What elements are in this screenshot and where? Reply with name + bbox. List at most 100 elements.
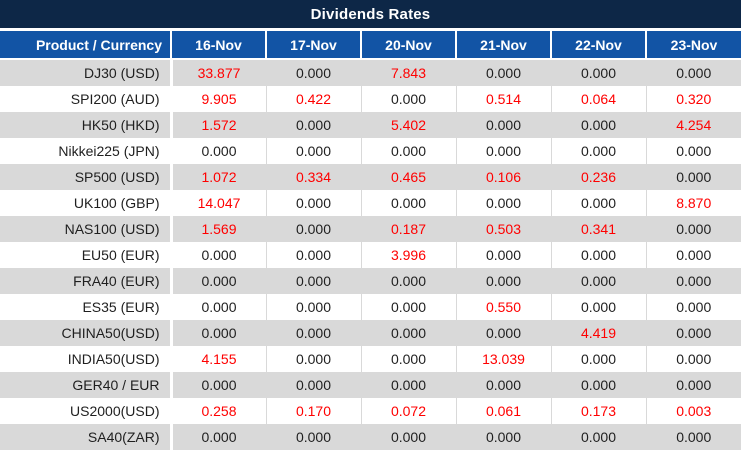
rate-cell: 0.000	[551, 190, 647, 216]
product-label: DJ30 (USD)	[0, 59, 173, 86]
table-row: ES35 (EUR) 0.000 0.000 0.000 0.550 0.000 0.000	[0, 294, 741, 320]
rate-cell: 0.000	[646, 164, 741, 190]
rate-cell: 3.996	[361, 242, 457, 268]
rate-cell: 0.000	[646, 242, 741, 268]
date-column-header: 22-Nov	[551, 31, 647, 60]
rate-cell: 0.187	[361, 216, 457, 242]
rate-cell: 0.000	[266, 138, 362, 164]
rate-cell: 0.000	[171, 372, 267, 398]
rate-cell: 0.000	[456, 138, 552, 164]
rate-cell: 14.047	[171, 190, 267, 216]
rate-cell: 0.000	[456, 320, 552, 346]
product-label: HK50 (HKD)	[0, 112, 173, 138]
rate-cell: 9.905	[171, 86, 267, 112]
product-label: US2000(USD)	[0, 398, 173, 424]
rate-cell: 0.072	[361, 398, 457, 424]
rate-cell: 0.000	[551, 268, 647, 294]
rate-cell: 0.000	[171, 424, 267, 450]
rate-cell: 7.843	[361, 59, 457, 86]
rate-cell: 0.000	[171, 268, 267, 294]
rate-cell: 5.402	[361, 112, 457, 138]
rate-cell: 0.000	[551, 372, 647, 398]
table-row: SA40(ZAR) 0.000 0.000 0.000 0.000 0.000 0.000	[0, 424, 741, 450]
table-row: INDIA50(USD) 4.155 0.000 0.000 13.039 0.000 0.…	[0, 346, 741, 372]
product-label: GER40 / EUR	[0, 372, 173, 398]
date-column-header: 17-Nov	[266, 31, 362, 60]
product-label: SP500 (USD)	[0, 164, 173, 190]
rate-cell: 4.254	[646, 112, 741, 138]
rate-cell: 0.000	[266, 424, 362, 450]
table-row: UK100 (GBP) 14.047 0.000 0.000 0.000 0.000 8.8…	[0, 190, 741, 216]
rate-cell: 0.320	[646, 86, 741, 112]
table-row: NAS100 (USD) 1.569 0.000 0.187 0.503 0.341 0.0…	[0, 216, 741, 242]
rate-cell: 0.000	[266, 190, 362, 216]
product-label: FRA40 (EUR)	[0, 268, 173, 294]
rate-cell: 0.000	[266, 320, 362, 346]
rate-cell: 0.503	[456, 216, 552, 242]
date-column-header: 16-Nov	[171, 31, 267, 60]
table-row: SP500 (USD) 1.072 0.334 0.465 0.106 0.236 0.00…	[0, 164, 741, 190]
rate-cell: 0.000	[646, 59, 741, 86]
rate-cell: 0.000	[551, 294, 647, 320]
rate-cell: 0.341	[551, 216, 647, 242]
rate-cell: 0.000	[266, 346, 362, 372]
rate-cell: 0.061	[456, 398, 552, 424]
rate-cell: 0.000	[266, 294, 362, 320]
rate-cell: 0.465	[361, 164, 457, 190]
rate-cell: 0.000	[361, 424, 457, 450]
rate-cell: 0.000	[266, 372, 362, 398]
date-column-header: 23-Nov	[646, 31, 741, 60]
table-body: DJ30 (USD) 33.877 0.000 7.843 0.000 0.000 0.00…	[0, 59, 741, 450]
rate-cell: 0.000	[171, 320, 267, 346]
rate-cell: 0.000	[551, 59, 647, 86]
table-row: SPI200 (AUD) 9.905 0.422 0.000 0.514 0.064 0.3…	[0, 86, 741, 112]
rate-cell: 0.000	[171, 294, 267, 320]
dividends-rates-table: Product / Currency 16-Nov 17-Nov 20-Nov 21-N…	[0, 31, 741, 450]
rate-cell: 8.870	[646, 190, 741, 216]
product-label: EU50 (EUR)	[0, 242, 173, 268]
rate-cell: 0.000	[361, 86, 457, 112]
rate-cell: 1.569	[171, 216, 267, 242]
rate-cell: 0.258	[171, 398, 267, 424]
rate-cell: 0.000	[646, 138, 741, 164]
table-row: US2000(USD) 0.258 0.170 0.072 0.061 0.173 0.00…	[0, 398, 741, 424]
rate-cell: 0.000	[551, 112, 647, 138]
rate-cell: 0.003	[646, 398, 741, 424]
rate-cell: 0.000	[266, 112, 362, 138]
table-row: DJ30 (USD) 33.877 0.000 7.843 0.000 0.000 0.00…	[0, 59, 741, 86]
rate-cell: 0.514	[456, 86, 552, 112]
rate-cell: 0.000	[551, 242, 647, 268]
rate-cell: 1.072	[171, 164, 267, 190]
rate-cell: 0.000	[171, 138, 267, 164]
rate-cell: 0.000	[361, 372, 457, 398]
rate-cell: 13.039	[456, 346, 552, 372]
product-label: INDIA50(USD)	[0, 346, 173, 372]
product-label: SPI200 (AUD)	[0, 86, 173, 112]
rate-cell: 0.173	[551, 398, 647, 424]
rate-cell: 0.000	[551, 346, 647, 372]
product-label: UK100 (GBP)	[0, 190, 173, 216]
header-row: Product / Currency 16-Nov 17-Nov 20-Nov 21-N…	[0, 31, 741, 60]
rate-cell: 0.000	[266, 242, 362, 268]
rate-cell: 0.000	[551, 138, 647, 164]
table-row: Nikkei225 (JPN) 0.000 0.000 0.000 0.000 0.000…	[0, 138, 741, 164]
rate-cell: 0.000	[361, 320, 457, 346]
rate-cell: 0.422	[266, 86, 362, 112]
table-row: GER40 / EUR 0.000 0.000 0.000 0.000 0.000 0.00…	[0, 372, 741, 398]
rate-cell: 0.000	[456, 242, 552, 268]
rate-cell: 0.000	[361, 268, 457, 294]
rate-cell: 4.419	[551, 320, 647, 346]
rate-cell: 0.000	[646, 268, 741, 294]
page-title: Dividends Rates	[0, 0, 741, 31]
rate-cell: 0.000	[646, 424, 741, 450]
rate-cell: 0.000	[266, 59, 362, 86]
rate-cell: 0.000	[551, 424, 647, 450]
date-column-header: 20-Nov	[361, 31, 457, 60]
rate-cell: 0.000	[456, 112, 552, 138]
rate-cell: 0.000	[361, 138, 457, 164]
rate-cell: 0.000	[171, 242, 267, 268]
rate-cell: 0.106	[456, 164, 552, 190]
rate-cell: 0.000	[456, 190, 552, 216]
rate-cell: 0.334	[266, 164, 362, 190]
rate-cell: 0.000	[646, 320, 741, 346]
